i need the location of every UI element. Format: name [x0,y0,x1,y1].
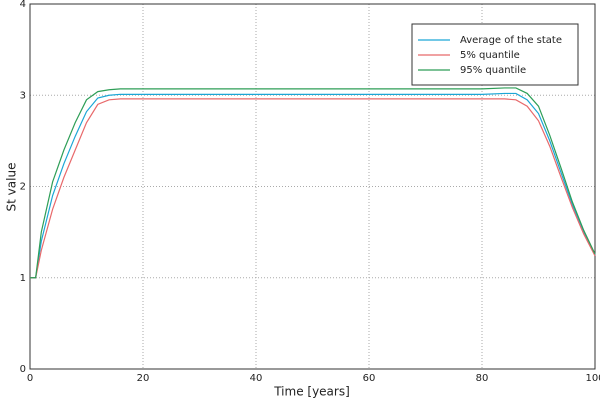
x-tick-label: 80 [476,373,489,384]
y-axis-title: St value [5,163,19,212]
x-tick-label: 20 [137,373,150,384]
y-tick-label: 3 [20,90,26,101]
legend-label: Average of the state [460,35,562,46]
y-tick-label: 1 [20,273,26,284]
x-axis-title: Time [years] [273,385,350,399]
legend-label: 5% quantile [460,50,520,61]
x-tick-label: 0 [27,373,33,384]
series-line [30,87,596,279]
y-tick-label: 0 [20,364,26,375]
y-tick-label: 2 [20,182,26,193]
series-line [30,98,596,279]
x-tick-label: 100 [585,373,600,384]
y-tick-label: 4 [20,0,26,10]
legend-label: 95% quantile [460,65,526,76]
plot-frame [29,3,596,370]
x-tick-label: 40 [250,373,263,384]
x-tick-label: 60 [363,373,376,384]
series-line [30,92,596,279]
